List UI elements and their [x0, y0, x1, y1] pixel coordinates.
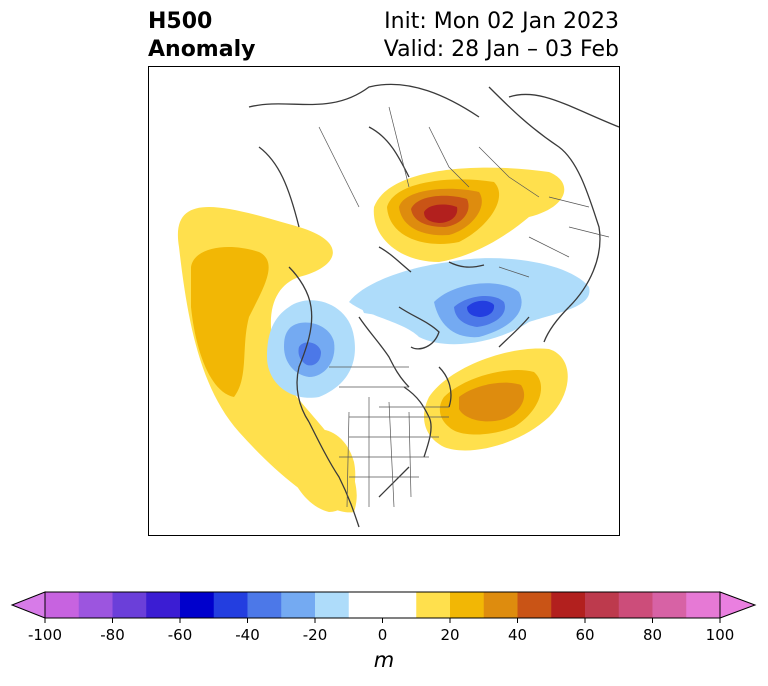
anomaly-southwest-us: [288, 429, 356, 512]
chart-title: H500 Anomaly: [148, 8, 255, 64]
colorbar-cell: [686, 592, 721, 618]
colorbar-cell: [551, 592, 586, 618]
colorbar-tick-label: 40: [508, 626, 527, 644]
colorbar-cell: [618, 592, 653, 618]
colorbar-cell: [315, 592, 350, 618]
colorbar-cell: [112, 592, 147, 618]
colorbar-cell: [78, 592, 113, 618]
date-info: Init: Mon 02 Jan 2023 Valid: 28 Jan – 03…: [384, 8, 619, 64]
colorbar-tick-label: -60: [168, 626, 193, 644]
anomaly-siberia: [349, 258, 590, 345]
colorbar-cell: [652, 592, 687, 618]
anomaly-map: [177, 83, 619, 528]
colorbar-tick-label: -100: [28, 626, 62, 644]
colorbar-cell: [247, 592, 282, 618]
colorbar-cell: [348, 592, 417, 618]
anomaly-arctic-canada: [359, 297, 411, 315]
valid-date: Valid: 28 Jan – 03 Feb: [383, 37, 619, 62]
colorbar-cell: [416, 592, 451, 618]
colorbar-tick-label: 20: [440, 626, 459, 644]
colorbar-cell: [213, 592, 248, 618]
colorbar: -100 -80 -60 -40 -20 0 20 40 60 80 100: [10, 590, 758, 654]
colorbar-tick-label: -20: [303, 626, 328, 644]
colorbar-units-label: m: [373, 648, 395, 672]
colorbar-extend-low: [10, 591, 46, 619]
colorbar-tick-label: 0: [378, 626, 388, 644]
title-line-2: Anomaly: [148, 37, 256, 62]
init-date: Init: Mon 02 Jan 2023: [384, 9, 619, 34]
country-borders: [318, 106, 610, 508]
colorbar-cell: [180, 592, 215, 618]
colorbar-tick-label: 60: [575, 626, 594, 644]
colorbar-cell: [585, 592, 620, 618]
colorbar-tick-label: -80: [100, 626, 125, 644]
anomaly-north-atlantic: [424, 348, 568, 451]
map-panel: [148, 66, 620, 536]
colorbar-cell: [483, 592, 518, 618]
anomaly-gulf-of-alaska: [267, 300, 355, 398]
anomaly-western-russia: [373, 167, 565, 262]
colorbar-tick-label: -40: [235, 626, 260, 644]
colorbar-cell: [517, 592, 552, 618]
colorbar-tick-label: 100: [706, 626, 735, 644]
colorbar-cell: [146, 592, 181, 618]
colorbar-tick-label: 80: [643, 626, 662, 644]
colorbar-extend-high: [719, 591, 757, 619]
title-line-1: H500: [148, 9, 213, 34]
colorbar-graphic: -100 -80 -60 -40 -20 0 20 40 60 80 100: [10, 591, 757, 644]
colorbar-cell: [45, 592, 80, 618]
colorbar-cell: [281, 592, 316, 618]
colorbar-cell: [450, 592, 485, 618]
